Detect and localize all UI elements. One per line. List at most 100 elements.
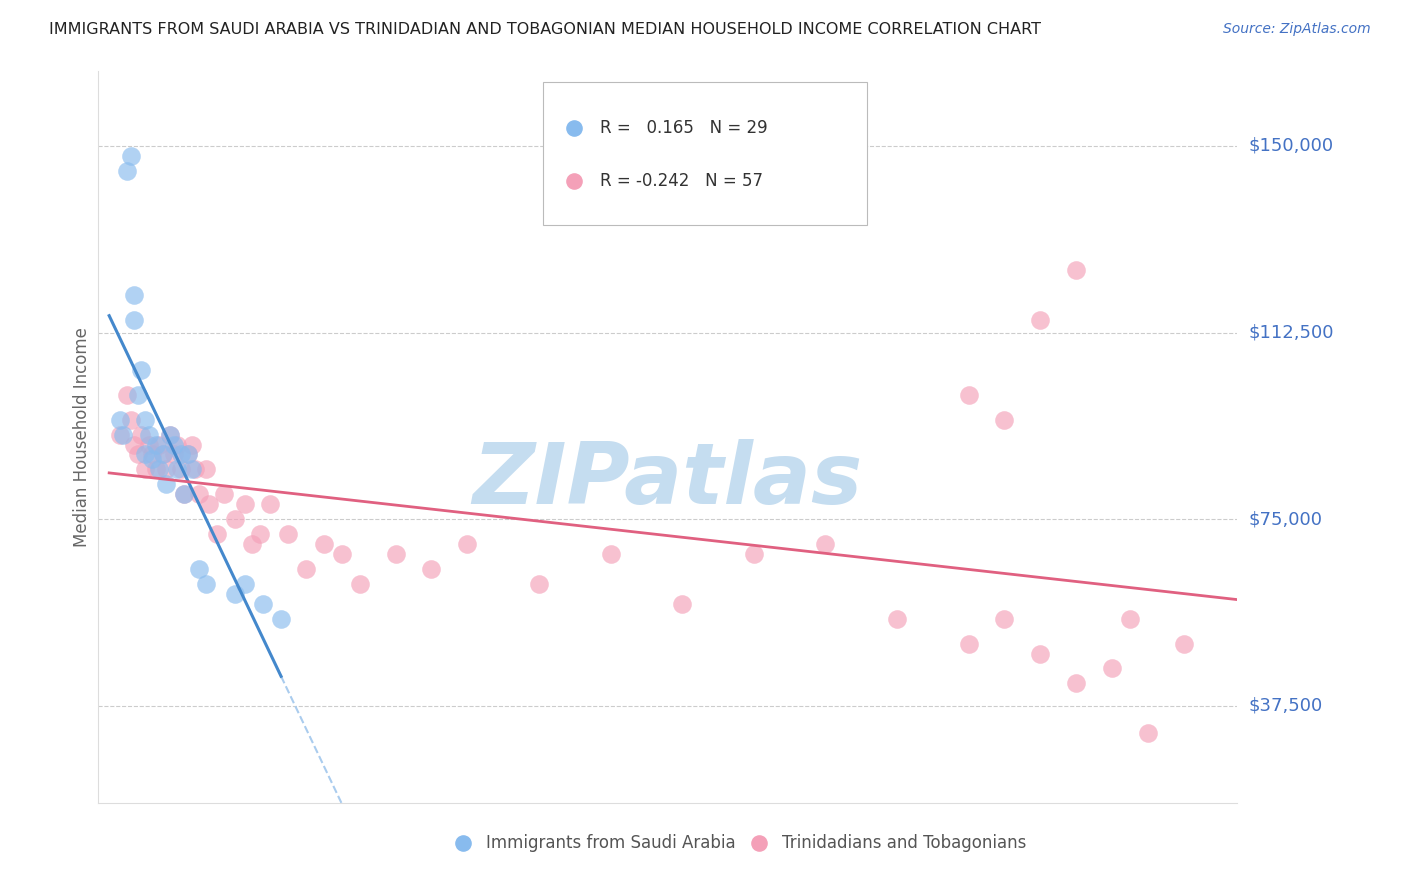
Point	[1101, 661, 1123, 675]
Point	[138, 427, 160, 442]
Point	[259, 497, 281, 511]
Point	[249, 527, 271, 541]
Point	[152, 448, 174, 462]
Text: $112,500: $112,500	[1249, 324, 1334, 342]
Point	[599, 547, 621, 561]
Point	[141, 448, 163, 462]
Point	[173, 487, 195, 501]
Point	[1244, 885, 1267, 892]
Point	[330, 547, 353, 561]
Point	[162, 448, 184, 462]
Point	[420, 562, 443, 576]
Point	[194, 462, 217, 476]
Point	[187, 487, 209, 501]
Point	[115, 164, 138, 178]
Point	[152, 448, 174, 462]
Point	[145, 462, 167, 476]
Point	[120, 149, 142, 163]
Point	[957, 388, 980, 402]
Point	[120, 412, 142, 426]
Point	[1173, 636, 1195, 650]
Point	[122, 437, 145, 451]
Text: $37,500: $37,500	[1249, 697, 1323, 714]
Text: R = -0.242   N = 57: R = -0.242 N = 57	[599, 172, 762, 190]
Point	[155, 477, 177, 491]
Point	[1029, 313, 1052, 327]
Point	[1136, 726, 1159, 740]
Text: ZIPatlas: ZIPatlas	[472, 440, 863, 523]
Point	[212, 487, 235, 501]
Point	[527, 577, 550, 591]
Point	[312, 537, 335, 551]
Point	[166, 437, 188, 451]
Point	[270, 612, 292, 626]
Point	[159, 427, 181, 442]
Point	[159, 427, 181, 442]
Point	[177, 448, 200, 462]
Point	[131, 427, 153, 442]
Point	[233, 577, 256, 591]
Point	[162, 437, 184, 451]
Point	[166, 462, 188, 476]
Text: Immigrants from Saudi Arabia: Immigrants from Saudi Arabia	[485, 834, 735, 852]
Point	[277, 527, 299, 541]
Text: $75,000: $75,000	[1249, 510, 1323, 528]
Point	[115, 388, 138, 402]
Point	[1119, 612, 1142, 626]
Point	[187, 562, 209, 576]
Text: $150,000: $150,000	[1249, 137, 1333, 155]
Point	[242, 537, 264, 551]
Point	[1064, 263, 1087, 277]
Text: R =   0.165   N = 29: R = 0.165 N = 29	[599, 119, 768, 136]
Point	[148, 437, 170, 451]
Point	[224, 587, 246, 601]
Text: IMMIGRANTS FROM SAUDI ARABIA VS TRINIDADIAN AND TOBAGONIAN MEDIAN HOUSEHOLD INCO: IMMIGRANTS FROM SAUDI ARABIA VS TRINIDAD…	[49, 22, 1042, 37]
Point	[957, 636, 980, 650]
Point	[145, 437, 167, 451]
Point	[134, 448, 156, 462]
Point	[295, 562, 318, 576]
Point	[886, 612, 908, 626]
Point	[1064, 676, 1087, 690]
Text: Source: ZipAtlas.com: Source: ZipAtlas.com	[1223, 22, 1371, 37]
Point	[138, 437, 160, 451]
Point	[155, 462, 177, 476]
Point	[1029, 647, 1052, 661]
Point	[456, 537, 478, 551]
Y-axis label: Median Household Income: Median Household Income	[73, 327, 91, 547]
Point	[141, 452, 163, 467]
Point	[122, 313, 145, 327]
Point	[993, 412, 1015, 426]
Point	[194, 577, 217, 591]
Point	[127, 448, 149, 462]
Point	[170, 448, 193, 462]
Point	[180, 437, 202, 451]
Point	[252, 597, 274, 611]
Point	[814, 537, 837, 551]
Point	[180, 462, 202, 476]
Point	[134, 412, 156, 426]
Point	[349, 577, 371, 591]
Point	[384, 547, 406, 561]
Point	[993, 612, 1015, 626]
Point	[205, 527, 228, 541]
Point	[224, 512, 246, 526]
Point	[148, 462, 170, 476]
FancyBboxPatch shape	[543, 82, 868, 225]
Point	[177, 448, 200, 462]
Point	[198, 497, 221, 511]
Point	[184, 462, 207, 476]
Point	[742, 547, 765, 561]
Point	[112, 427, 135, 442]
Point	[131, 363, 153, 377]
Point	[127, 388, 149, 402]
Point	[108, 412, 131, 426]
Text: Trinidadians and Tobagonians: Trinidadians and Tobagonians	[782, 834, 1026, 852]
Point	[170, 462, 193, 476]
Point	[671, 597, 693, 611]
Point	[108, 427, 131, 442]
Point	[134, 462, 156, 476]
Point	[173, 487, 195, 501]
Point	[122, 288, 145, 302]
Point	[233, 497, 256, 511]
